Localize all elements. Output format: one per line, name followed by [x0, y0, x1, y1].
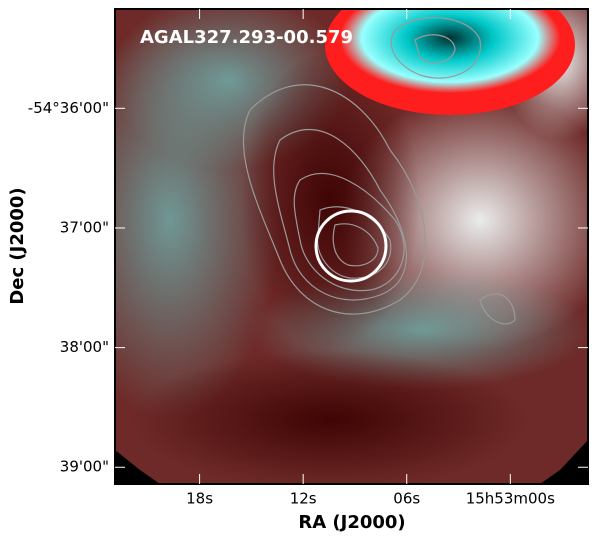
- y-tick-label: 39'00": [60, 458, 109, 476]
- x-tick-label: 18s: [186, 490, 213, 508]
- y-tick-label: -54°36'00": [28, 99, 109, 117]
- y-tick-label: 37'00": [60, 218, 109, 236]
- sky-image: [115, 9, 588, 484]
- x-axis-title: RA (J2000): [298, 512, 405, 533]
- y-tick-label: 38'00": [60, 338, 109, 356]
- x-tick-label: 15h53m00s: [466, 490, 555, 508]
- x-tick-label: 06s: [393, 490, 420, 508]
- y-axis-title: Dec (J2000): [7, 187, 28, 304]
- x-tick-label: 12s: [290, 490, 317, 508]
- beam-circle: [314, 209, 388, 283]
- source-label: AGAL327.293-00.579: [140, 27, 353, 48]
- plot-frame: [114, 8, 589, 485]
